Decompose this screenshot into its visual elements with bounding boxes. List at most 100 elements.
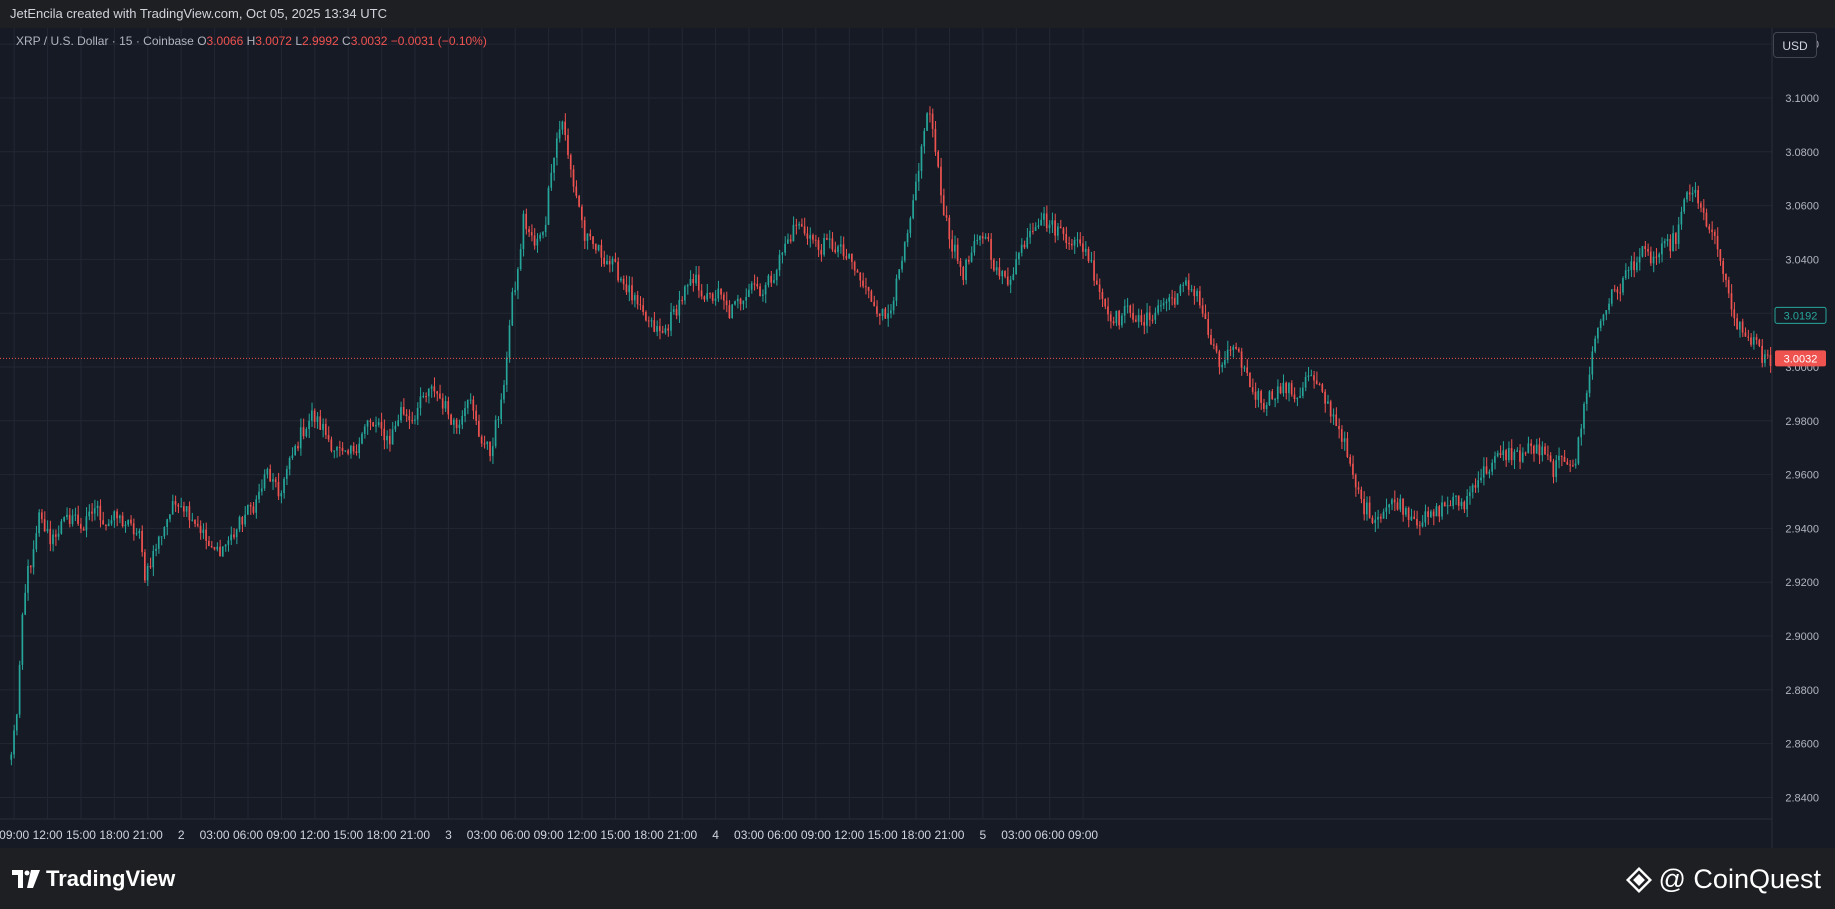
last-price-tag bbox=[1775, 350, 1826, 367]
candle-body bbox=[1020, 244, 1023, 253]
candle-body bbox=[653, 320, 656, 332]
candle-body bbox=[1226, 349, 1229, 361]
candle-body bbox=[355, 451, 358, 454]
candle-body bbox=[1154, 312, 1157, 320]
candle-body bbox=[1652, 256, 1655, 264]
candle-body bbox=[965, 259, 967, 281]
candlestick-chart[interactable]: 3.12003.10003.08003.06003.04003.02003.00… bbox=[0, 28, 1835, 848]
candle-body bbox=[1304, 376, 1307, 388]
time-tick-label: 06:00 bbox=[500, 828, 530, 842]
candle-body bbox=[800, 224, 803, 227]
price-tick-label: 2.8400 bbox=[1785, 792, 1819, 804]
candle-body bbox=[1588, 374, 1591, 393]
candle-body bbox=[633, 295, 636, 301]
candle-body bbox=[27, 565, 29, 593]
candle-body bbox=[363, 426, 366, 434]
candle-body bbox=[1101, 292, 1104, 299]
candle-body bbox=[1630, 261, 1633, 271]
candle-body bbox=[940, 166, 942, 196]
candle-body bbox=[1026, 237, 1029, 248]
candle-body bbox=[180, 506, 182, 508]
candle-body bbox=[1379, 516, 1382, 519]
candle-body bbox=[887, 313, 889, 319]
candle-body bbox=[878, 313, 881, 316]
candle-body bbox=[1616, 289, 1619, 293]
candle-body bbox=[411, 420, 413, 422]
candle-body bbox=[1157, 305, 1159, 313]
candle-body bbox=[775, 270, 778, 281]
candle-body bbox=[842, 244, 845, 257]
candle-body bbox=[1755, 337, 1758, 340]
candle-body bbox=[1658, 254, 1660, 258]
chart-area[interactable]: 3.12003.10003.08003.06003.04003.02003.00… bbox=[0, 28, 1835, 848]
candle-body bbox=[981, 236, 984, 239]
candle-body bbox=[1613, 289, 1616, 291]
candle-body bbox=[116, 511, 118, 519]
candle-body bbox=[1293, 394, 1296, 400]
candle-body bbox=[511, 292, 514, 326]
candle-body bbox=[227, 540, 230, 545]
low-label: L bbox=[295, 34, 302, 48]
candle-body bbox=[1719, 249, 1722, 262]
candle-body bbox=[581, 206, 583, 221]
candle-body bbox=[1004, 271, 1006, 277]
candle-body bbox=[1282, 382, 1285, 394]
candle-body bbox=[63, 517, 65, 522]
candle-body bbox=[1502, 450, 1505, 455]
candle-body bbox=[1126, 305, 1129, 307]
candle-body bbox=[1624, 270, 1627, 279]
candle-body bbox=[1713, 231, 1716, 236]
currency-button[interactable]: USD bbox=[1773, 32, 1817, 58]
candle-body bbox=[1179, 285, 1182, 294]
candle-body bbox=[260, 488, 263, 492]
candle-body bbox=[1224, 360, 1226, 365]
symbol-name[interactable]: XRP / U.S. Dollar · 15 · Coinbase bbox=[16, 34, 194, 48]
tradingview-logo[interactable]: TradingView bbox=[12, 866, 175, 892]
candle-body bbox=[113, 511, 116, 521]
time-tick-label: 09:00 bbox=[0, 828, 30, 842]
candle-body bbox=[912, 200, 914, 219]
candle-body bbox=[528, 229, 530, 233]
candle-body bbox=[1530, 443, 1532, 446]
candle-body bbox=[553, 157, 555, 173]
time-tick-label: 06:00 bbox=[767, 828, 797, 842]
candle-body bbox=[670, 311, 672, 331]
candle-body bbox=[876, 306, 878, 314]
candle-body bbox=[1627, 270, 1630, 272]
candle-body bbox=[1705, 212, 1708, 227]
candle-body bbox=[1260, 391, 1262, 403]
candle-body bbox=[1413, 516, 1415, 519]
candle-body bbox=[32, 549, 35, 568]
candle-body bbox=[1396, 502, 1399, 510]
candle-body bbox=[349, 445, 352, 454]
candle-body bbox=[798, 224, 800, 226]
candle-body bbox=[586, 233, 589, 241]
candle-body bbox=[1274, 399, 1276, 401]
candle-body bbox=[208, 540, 210, 546]
candle-body bbox=[542, 232, 544, 235]
time-tick-label: 03:00 bbox=[200, 828, 230, 842]
candle-body bbox=[1162, 303, 1165, 306]
candle-body bbox=[29, 565, 32, 568]
candle-body bbox=[1029, 230, 1031, 238]
time-tick-label: 5 bbox=[980, 828, 987, 842]
candle-body bbox=[1457, 495, 1460, 506]
candle-body bbox=[85, 516, 88, 531]
time-tick-label: 12:00 bbox=[33, 828, 63, 842]
candle-body bbox=[1674, 233, 1677, 244]
candle-body bbox=[1054, 220, 1056, 236]
candle-body bbox=[316, 416, 319, 422]
candle-body bbox=[174, 501, 177, 505]
candle-body bbox=[1315, 380, 1318, 384]
candle-body bbox=[1569, 464, 1571, 466]
candle-body bbox=[1549, 455, 1552, 462]
candle-body bbox=[71, 515, 74, 524]
prev-close-label: 3.0192 bbox=[1784, 310, 1818, 322]
candle-body bbox=[1240, 351, 1243, 368]
candle-body bbox=[1738, 321, 1741, 330]
candle-body bbox=[285, 469, 288, 479]
candle-body bbox=[1507, 448, 1510, 461]
candle-body bbox=[422, 396, 425, 398]
candle-body bbox=[990, 238, 992, 260]
candle-body bbox=[221, 546, 224, 557]
